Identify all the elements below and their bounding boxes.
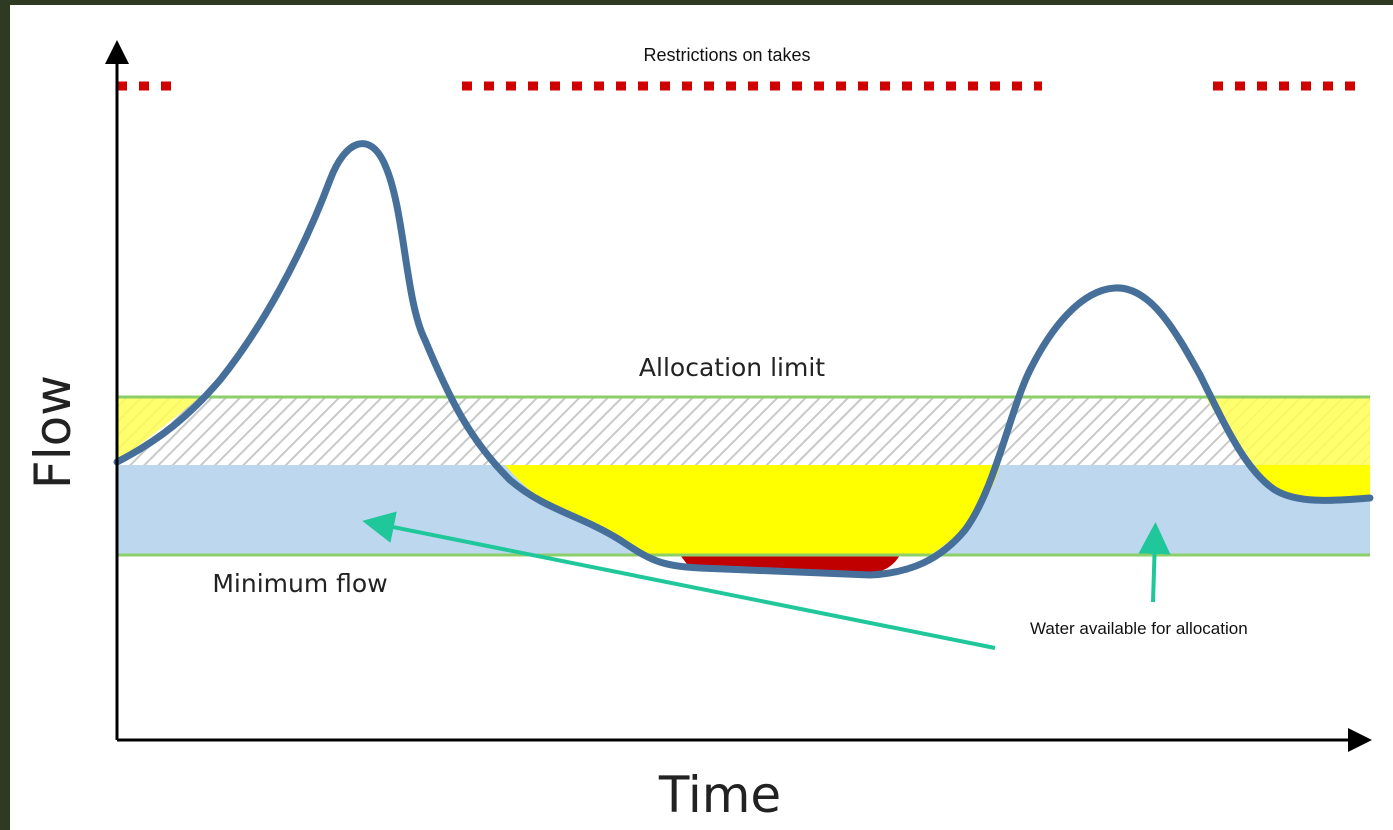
yellow-area (505, 465, 1000, 555)
y-axis-label: Flow (24, 375, 82, 489)
annotation-arrow (1138, 522, 1171, 603)
minimum-flow-label: Minimum flow (212, 569, 387, 598)
restrictions-title: Restrictions on takes (643, 45, 810, 65)
x-axis-label: Time (658, 766, 781, 824)
allocation-limit-label: Allocation limit (639, 353, 825, 382)
yellow-area (117, 397, 200, 462)
annotation-text: Water available for allocation (1030, 619, 1248, 638)
allocation-band (117, 397, 1370, 465)
yellow-area (1205, 397, 1370, 465)
annotation-arrow (362, 511, 996, 650)
flow-curve (113, 140, 1374, 579)
